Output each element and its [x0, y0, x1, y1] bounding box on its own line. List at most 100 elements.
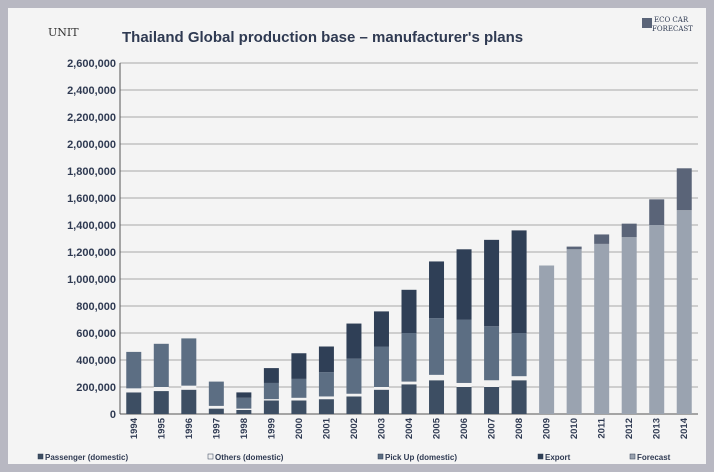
bar-segment — [236, 408, 252, 410]
bar-segment — [373, 346, 389, 387]
bar-segment — [346, 323, 362, 359]
bar-segment — [291, 400, 307, 414]
chart: UNIT Thailand Global production base – m… — [37, 16, 698, 462]
y-tick-label: 800,000 — [76, 301, 116, 313]
bar-segment — [649, 199, 665, 225]
legend-label: Export — [545, 453, 571, 462]
legend-swatch — [537, 453, 544, 460]
x-tick-label: 1998 — [239, 418, 250, 439]
chart-title: Thailand Global production base – manufa… — [122, 29, 523, 46]
y-tick-label: 2,200,000 — [67, 112, 116, 124]
bar-segment — [181, 385, 197, 390]
bar-segment — [208, 381, 224, 406]
bar-segment — [126, 392, 142, 414]
bar-segment — [181, 338, 197, 386]
bar-segment — [594, 234, 610, 244]
bar-segment — [208, 408, 224, 414]
x-tick-label: 2013 — [652, 418, 663, 439]
bar-segment — [429, 318, 445, 375]
y-tick-label: 1,200,000 — [67, 247, 116, 259]
y-tick-label: 1,600,000 — [67, 193, 116, 205]
eco-car-legend-line2: FORECAST — [652, 25, 693, 33]
x-tick-label: 2001 — [321, 417, 332, 439]
eco-car-legend-line1: ECO CAR — [654, 16, 689, 24]
x-tick-label: 2003 — [376, 418, 387, 439]
bar-segment — [511, 333, 527, 377]
y-tick-label: 1,800,000 — [67, 166, 116, 178]
unit-label: UNIT — [48, 26, 79, 39]
x-tick-label: 2009 — [542, 418, 553, 439]
bar-segment — [456, 249, 472, 320]
bar-segment — [566, 246, 582, 250]
bar-segment — [539, 265, 555, 414]
bar-segment — [263, 400, 279, 414]
x-tick-label: 2011 — [597, 417, 608, 438]
x-tick-label: 2012 — [624, 418, 635, 439]
bar-segment — [126, 351, 142, 389]
bar-segment — [291, 397, 307, 401]
bar-segment — [401, 333, 417, 382]
bar-segment — [181, 389, 197, 414]
bar-segment — [456, 387, 472, 414]
bar-segment — [126, 388, 142, 393]
bar-segment — [291, 378, 307, 398]
bar-segment — [649, 225, 665, 414]
y-tick-label: 400,000 — [76, 355, 116, 367]
x-tick-label: 2014 — [679, 417, 690, 439]
x-tick-label: 2006 — [459, 418, 470, 439]
bar-segment — [676, 168, 692, 211]
bar-segment — [346, 396, 362, 414]
bar-segment — [263, 382, 279, 400]
bar-segment — [484, 239, 500, 327]
bar-segment — [236, 392, 252, 398]
legend-label: Passenger (domestic) — [45, 453, 128, 462]
bar-segment — [401, 384, 417, 414]
x-tick-label: 2010 — [569, 418, 580, 439]
bar-segment — [153, 391, 169, 414]
x-tick-label: 1995 — [156, 417, 167, 439]
bar-segment — [456, 319, 472, 383]
chart-frame: UNIT Thailand Global production base – m… — [8, 8, 706, 464]
bar-segment — [373, 311, 389, 347]
y-tick-label: 2,400,000 — [67, 85, 116, 97]
bar-segment — [484, 326, 500, 381]
bar-segment — [429, 261, 445, 319]
bar-segment — [346, 393, 362, 397]
bar-segment — [318, 346, 334, 373]
legend-swatch — [207, 453, 214, 460]
x-tick-label: 1996 — [184, 418, 195, 439]
bar-segment — [318, 396, 334, 400]
bar-segment — [263, 399, 279, 401]
bar-segment — [511, 376, 527, 381]
x-tick-label: 2005 — [432, 417, 443, 439]
x-tick-label: 2004 — [404, 417, 415, 439]
bar-segment — [511, 380, 527, 414]
x-tick-label: 1997 — [211, 418, 222, 439]
legend-swatch — [37, 453, 44, 460]
y-tick-label: 0 — [110, 409, 116, 421]
x-tick-label: 2002 — [349, 418, 360, 439]
x-tick-label: 2008 — [514, 418, 525, 439]
x-tick-label: 2007 — [487, 418, 498, 439]
bar-segment — [153, 343, 169, 387]
bar-segment — [676, 210, 692, 414]
y-tick-label: 2,600,000 — [67, 58, 116, 70]
bar-segment — [346, 358, 362, 394]
bar-segment — [153, 387, 169, 392]
legend-label: Forecast — [637, 453, 671, 462]
legend-swatch — [629, 453, 636, 460]
bar-segment — [621, 237, 637, 414]
bar-segment — [291, 353, 307, 379]
bar-segment — [236, 409, 252, 414]
legend-swatch — [377, 453, 384, 460]
bar-segment — [318, 372, 334, 397]
bar-segment — [429, 374, 445, 381]
bar-segment — [373, 387, 389, 390]
y-tick-label: 1,400,000 — [67, 220, 116, 232]
bar-segment — [263, 368, 279, 383]
bar-segment — [511, 230, 527, 333]
x-tick-label: 1999 — [266, 418, 277, 439]
y-tick-label: 600,000 — [76, 328, 116, 340]
eco-car-swatch — [642, 18, 652, 28]
bar-segment — [429, 380, 445, 414]
